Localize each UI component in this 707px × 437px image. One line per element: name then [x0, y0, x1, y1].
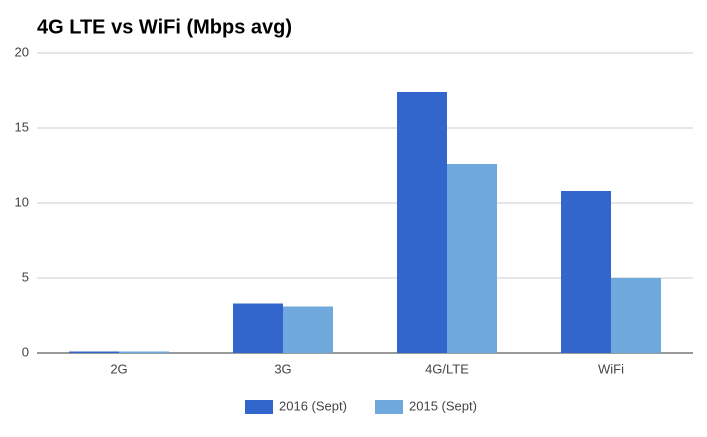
legend-swatch: [375, 400, 403, 414]
y-tick-label: 10: [15, 194, 29, 209]
bar: [119, 351, 169, 353]
bar: [233, 303, 283, 353]
y-tick-label: 15: [15, 119, 29, 134]
legend-label: 2015 (Sept): [409, 398, 477, 413]
bar: [397, 92, 447, 353]
bar: [561, 191, 611, 353]
legend-swatch: [245, 400, 273, 414]
y-tick-label: 20: [15, 44, 29, 59]
legend-label: 2016 (Sept): [279, 398, 347, 413]
x-tick-label: 4G/LTE: [425, 361, 469, 376]
y-tick-label: 0: [22, 344, 29, 359]
x-tick-label: WiFi: [598, 361, 624, 376]
bar: [283, 306, 333, 353]
x-tick-label: 3G: [274, 361, 291, 376]
bar: [69, 351, 119, 353]
x-tick-label: 2G: [110, 361, 127, 376]
chart-title: 4G LTE vs WiFi (Mbps avg): [37, 16, 292, 38]
y-tick-label: 5: [22, 269, 29, 284]
bar: [447, 164, 497, 353]
bar: [611, 278, 661, 353]
